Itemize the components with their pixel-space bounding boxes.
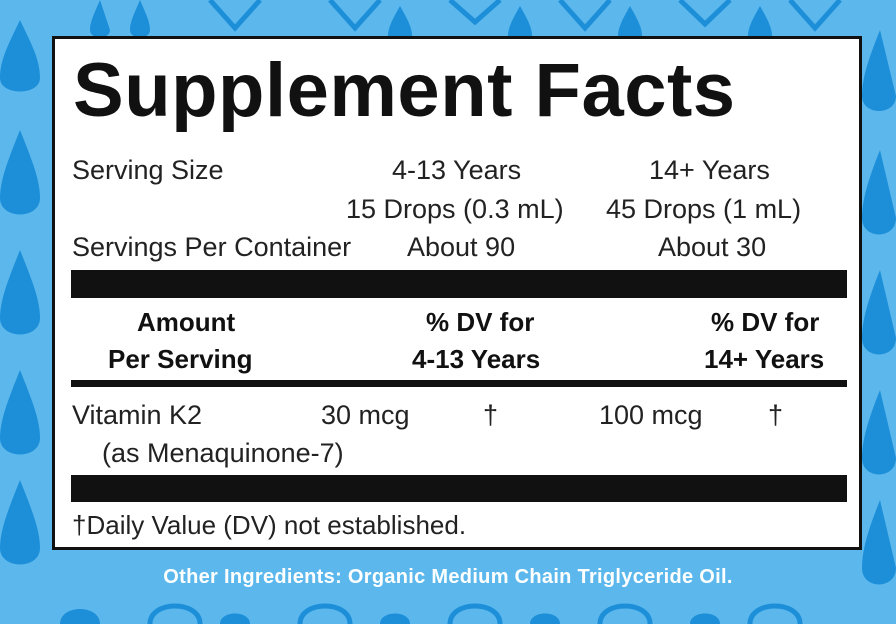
serving-size-label: Serving Size bbox=[72, 155, 224, 185]
water-drop-icon bbox=[0, 20, 40, 92]
water-drop-icon bbox=[0, 480, 40, 565]
servings-14: About 30 bbox=[658, 232, 767, 262]
dv-14-header-line1: % DV for bbox=[711, 307, 820, 337]
amount-header-line2: Per Serving bbox=[108, 344, 253, 374]
water-drop-icon bbox=[130, 0, 150, 38]
col-14-header: 14+ Years bbox=[649, 155, 770, 185]
footnote: †Daily Value (DV) not established. bbox=[72, 510, 467, 540]
medium-divider bbox=[71, 380, 847, 387]
servings-per-container-label: Servings Per Container bbox=[72, 232, 352, 262]
thick-divider bbox=[71, 270, 847, 298]
water-drop-icon bbox=[862, 150, 896, 235]
supplement-facts-panel: Supplement Facts Serving Size 4-13 Years… bbox=[52, 36, 862, 550]
water-drop-icon bbox=[862, 30, 896, 111]
dv-4-13-header-line2: 4-13 Years bbox=[412, 344, 541, 374]
nutrient-form: (as Menaquinone-7) bbox=[102, 438, 344, 468]
nutrient-name: Vitamin K2 bbox=[72, 400, 203, 430]
water-drop-icon bbox=[388, 6, 412, 36]
amount-4-13: 30 mcg bbox=[321, 400, 410, 430]
water-drop-icon bbox=[90, 0, 110, 38]
water-drop-icon bbox=[862, 500, 896, 585]
amount-header-line1: Amount bbox=[137, 307, 236, 337]
amount-14: 100 mcg bbox=[599, 400, 703, 430]
bottom-thick-divider bbox=[71, 475, 847, 502]
water-drop-icon bbox=[0, 130, 40, 215]
water-drop-icon bbox=[0, 370, 40, 455]
water-drop-icon bbox=[862, 270, 896, 355]
other-ingredients: Other Ingredients: Organic Medium Chain … bbox=[163, 566, 733, 588]
serving-4-13: 15 Drops (0.3 mL) bbox=[346, 194, 564, 224]
water-drop-icon bbox=[618, 6, 642, 36]
panel-title: Supplement Facts bbox=[73, 48, 736, 133]
dv-14-header-line2: 14+ Years bbox=[704, 344, 825, 374]
col-4-13-header: 4-13 Years bbox=[392, 155, 522, 185]
water-drop-icon bbox=[0, 250, 40, 335]
dv-4-13-value: † bbox=[483, 400, 499, 430]
servings-4-13: About 90 bbox=[407, 232, 516, 262]
serving-14: 45 Drops (1 mL) bbox=[606, 194, 802, 224]
water-drop-icon bbox=[862, 390, 896, 475]
water-drop-icon bbox=[748, 6, 772, 36]
dv-14-value: † bbox=[768, 400, 784, 430]
dv-4-13-header-line1: % DV for bbox=[426, 307, 535, 337]
water-drop-icon bbox=[508, 6, 532, 36]
